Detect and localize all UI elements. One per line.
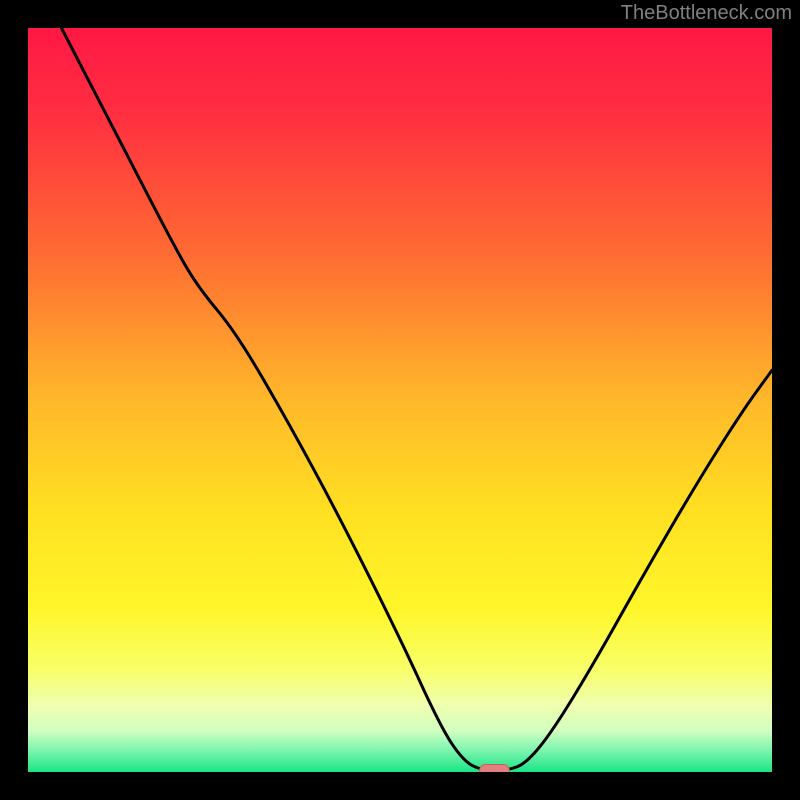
chart-background (28, 28, 772, 772)
bottleneck-chart (0, 0, 800, 800)
watermark-text: TheBottleneck.com (621, 2, 792, 25)
chart-container: TheBottleneck.com (0, 0, 800, 800)
